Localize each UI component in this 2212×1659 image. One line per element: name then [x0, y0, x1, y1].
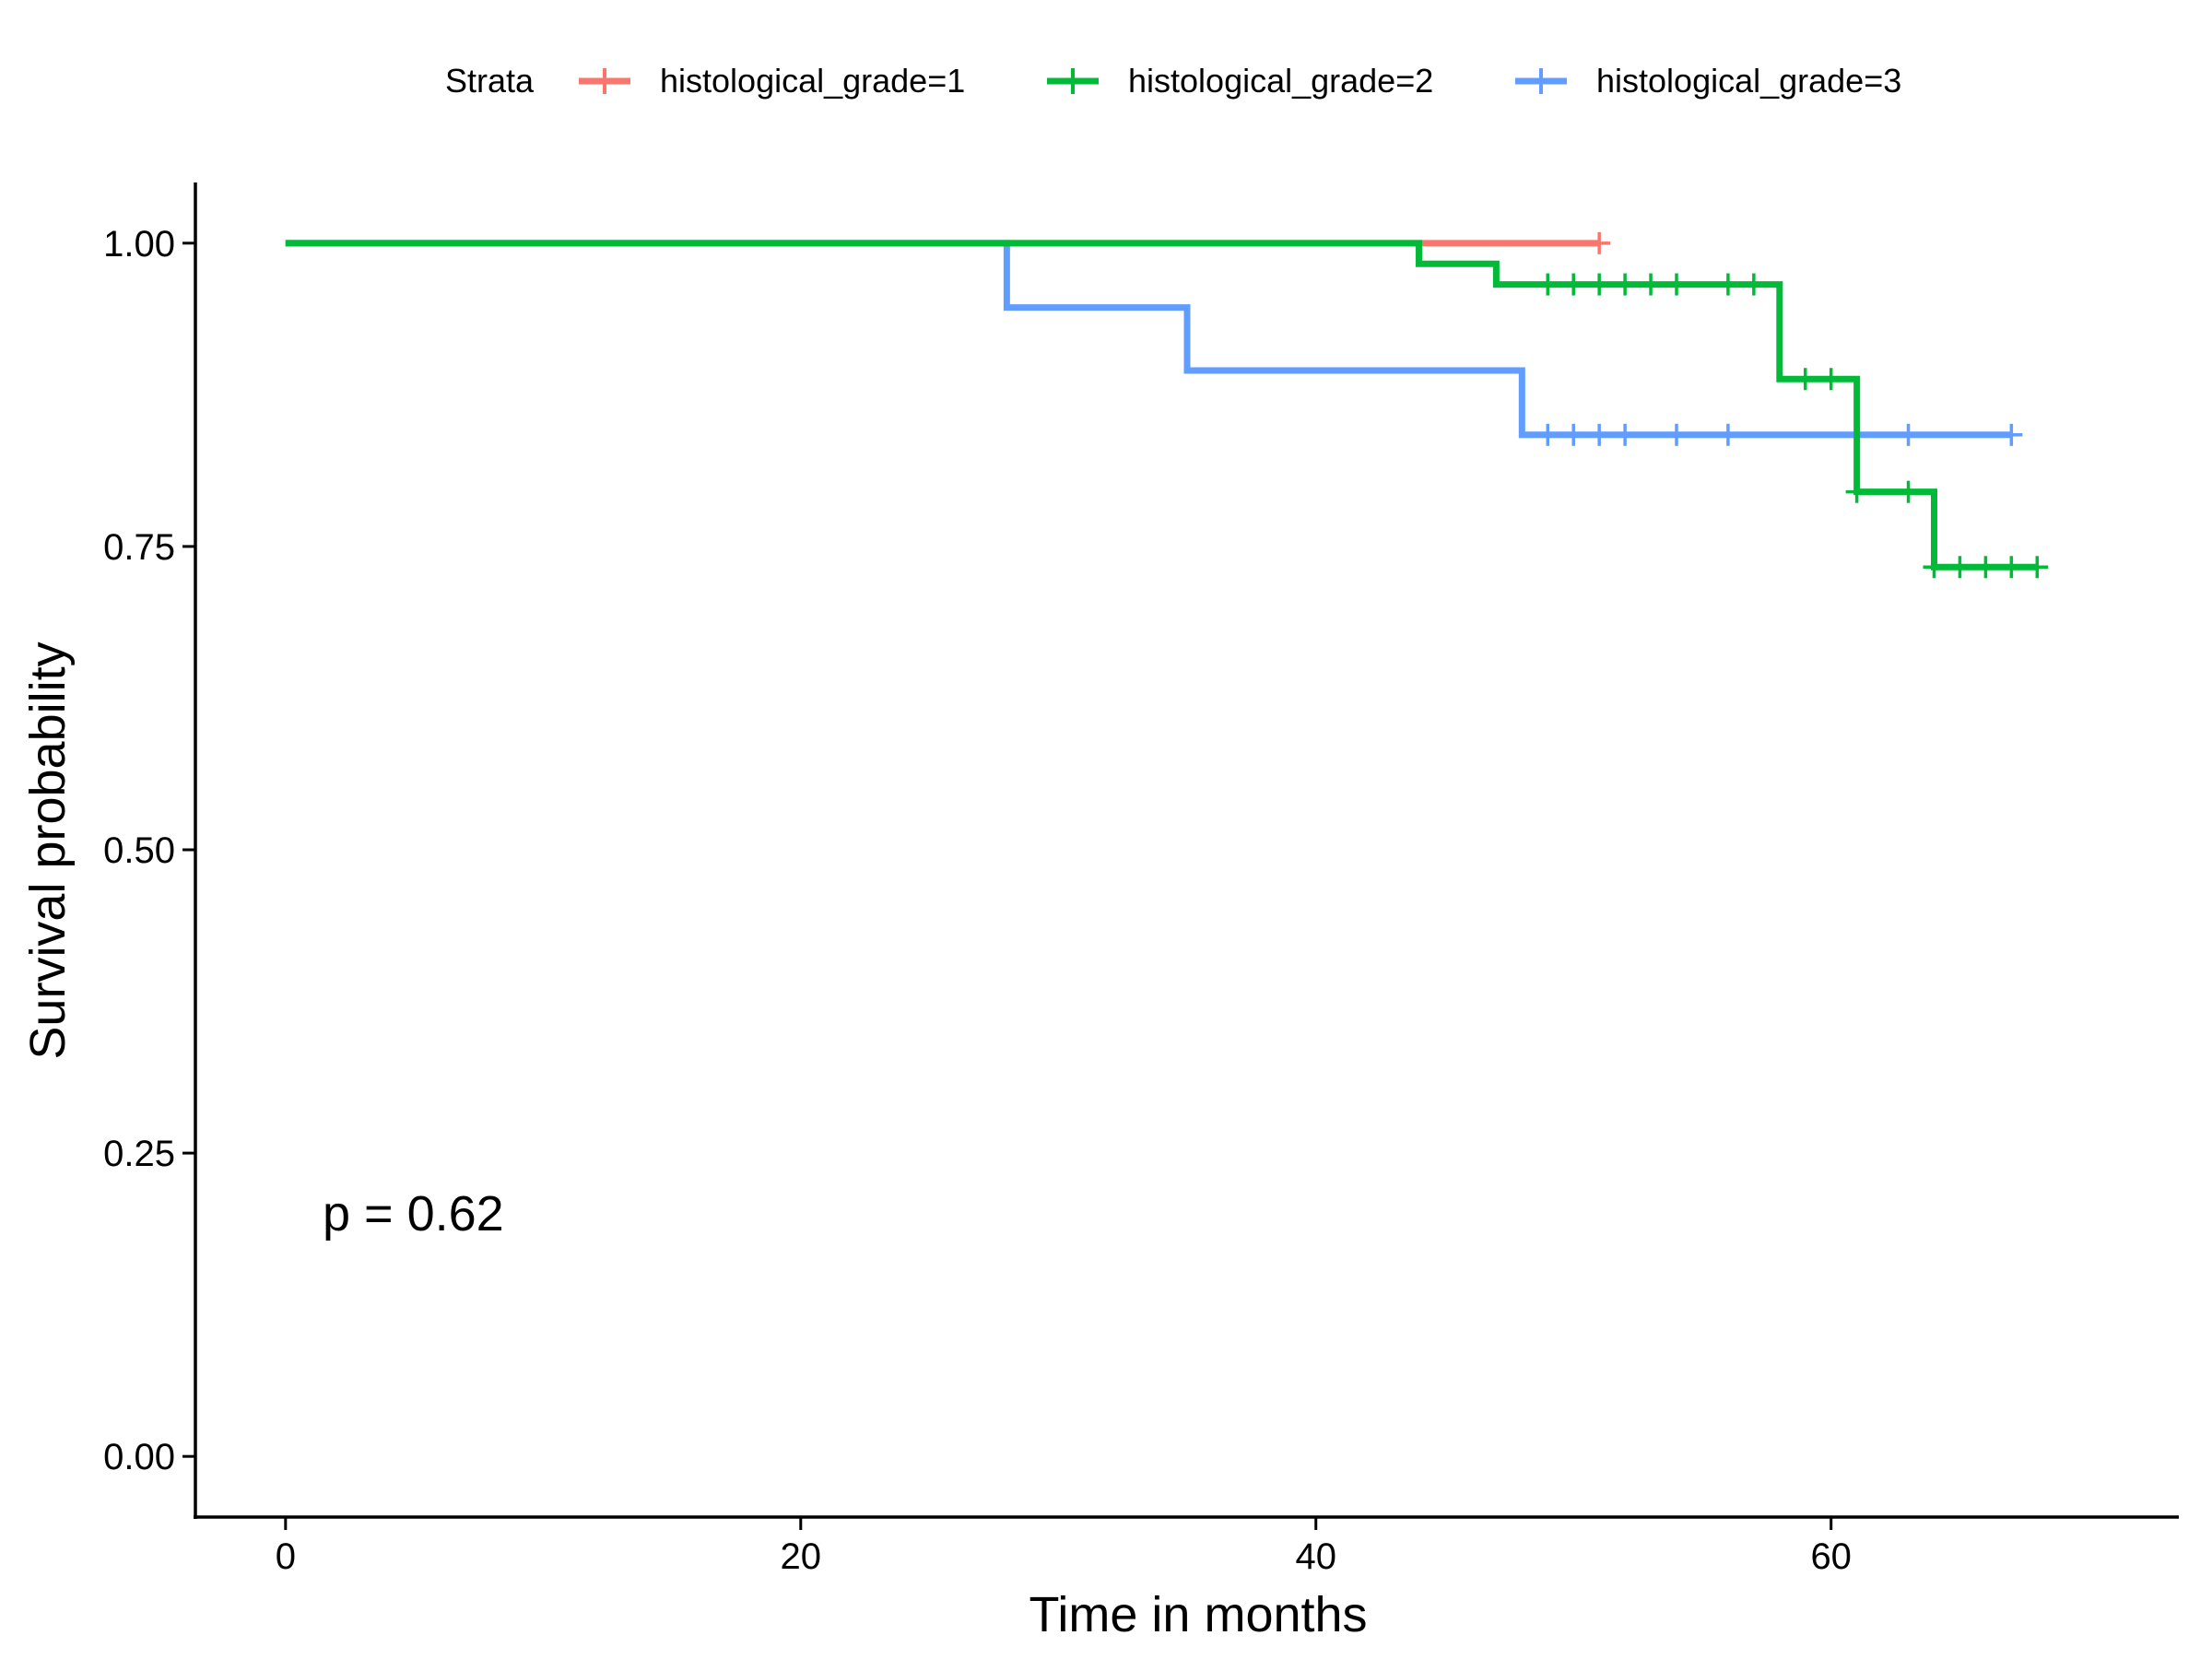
x-tick-label: 40	[1295, 1536, 1336, 1577]
p-value-annotation: p = 0.62	[323, 1186, 504, 1241]
survival-curve	[285, 240, 2038, 571]
y-axis-label: Survival probability	[20, 641, 76, 1059]
x-tick-label: 0	[276, 1536, 296, 1577]
series-2	[285, 240, 2049, 579]
legend-item: histological_grade=2	[1047, 62, 1433, 100]
legend-title: Strata	[445, 62, 535, 100]
legend-label: histological_grade=1	[660, 62, 965, 100]
legend-item: histological_grade=1	[579, 62, 965, 100]
y-tick-label: 0.25	[103, 1134, 175, 1174]
y-tick-label: 1.00	[103, 224, 175, 265]
x-axis-label: Time in months	[1029, 1587, 1367, 1642]
legend: Strata histological_grade=1 histological_…	[445, 62, 1901, 100]
x-tick-label: 60	[1810, 1536, 1852, 1577]
y-tick-label: 0.75	[103, 527, 175, 568]
axes: 0.00 0.25 0.50 0.75 1.00 0 20 40 60	[103, 182, 2179, 1577]
legend-item: histological_grade=3	[1515, 62, 1901, 100]
legend-label: histological_grade=2	[1128, 62, 1433, 100]
x-tick-label: 20	[781, 1536, 822, 1577]
survival-curves	[285, 231, 2049, 579]
series-3	[285, 240, 2023, 446]
y-tick-label: 0.50	[103, 830, 175, 871]
y-tick-label: 0.00	[103, 1437, 175, 1477]
legend-items: histological_grade=1 histological_grade=2…	[579, 62, 1901, 100]
survival-curve	[285, 240, 2012, 439]
legend-label: histological_grade=3	[1596, 62, 1901, 100]
